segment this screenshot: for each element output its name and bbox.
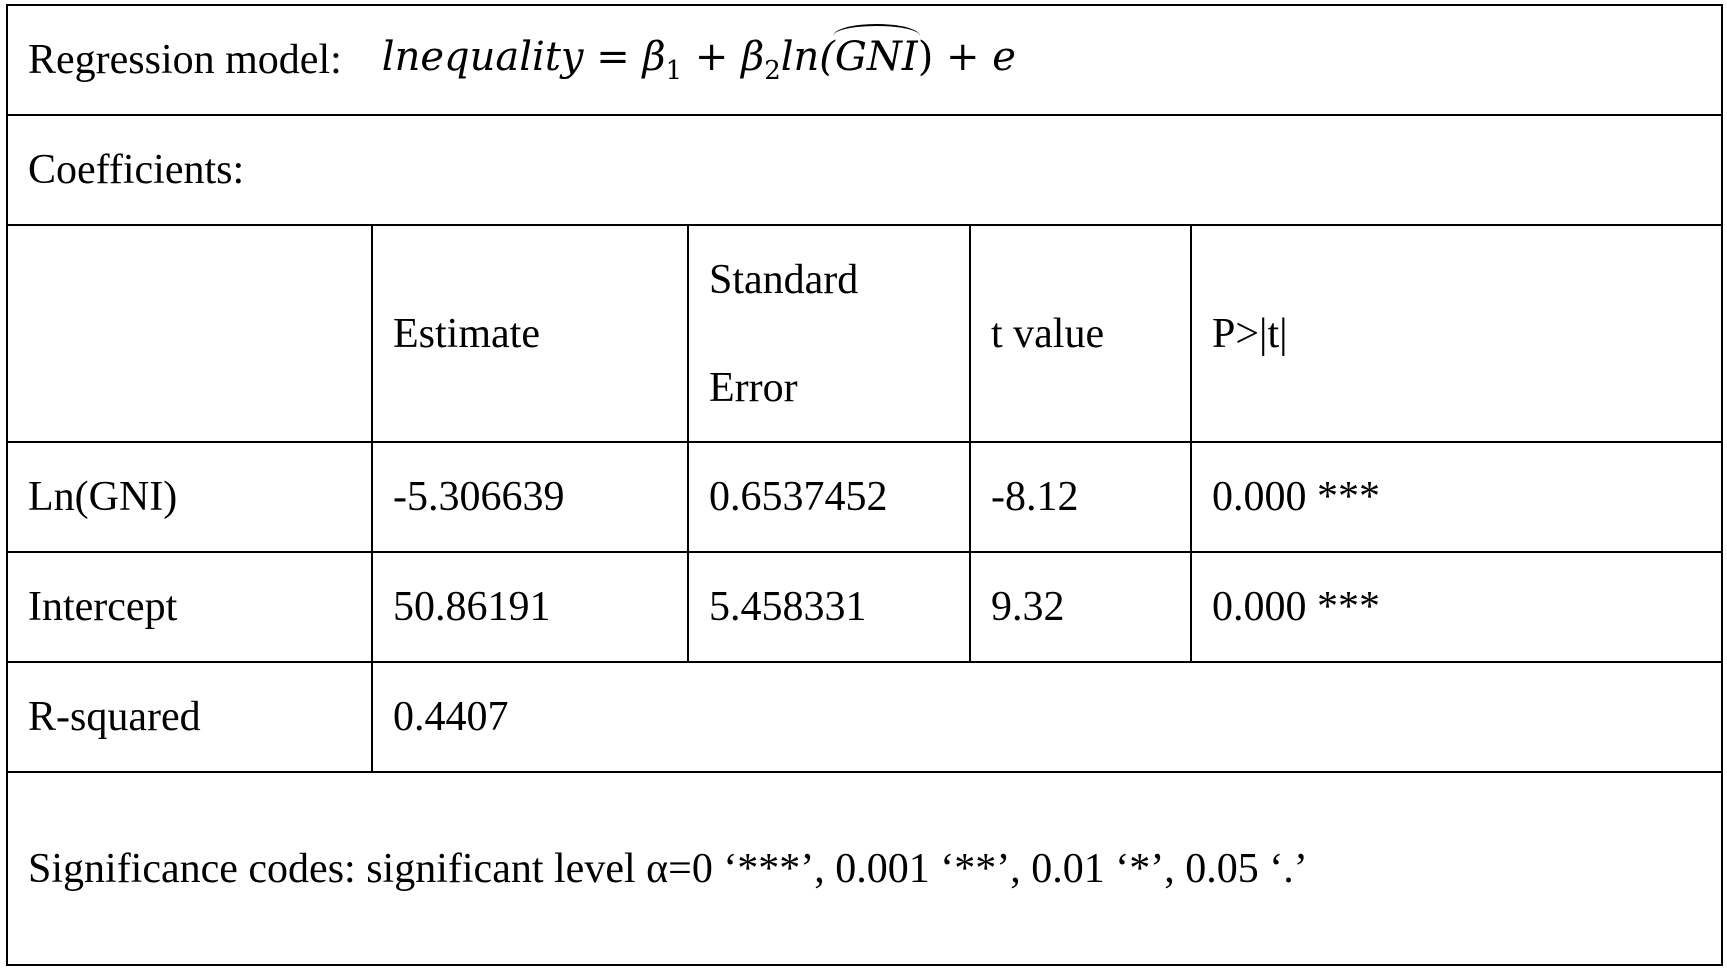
equation-error: e [992,34,1016,80]
equation-beta1-sub: 1 [665,56,683,86]
equation-plus1: + [694,34,729,80]
row-t-value: -8.12 [971,443,1192,551]
r-squared-row: R-squared 0.4407 [8,663,1721,773]
row-estimate: 50.86191 [373,553,689,661]
header-row: Estimate Standard Error t value P>|t| [8,226,1721,443]
model-label: Regression model: [28,37,342,83]
coefficients-label: Coefficients: [28,147,245,193]
model-equation: lnequality = β1 + β2ln(GNI) + e [381,24,1016,86]
row-name: Intercept [8,553,373,661]
row-p-value: 0.000 *** [1212,474,1380,520]
header-std-error-line2: Error [709,364,798,411]
row-p-value: 0.000 *** [1212,584,1380,630]
equation-ln: ln( [780,34,835,80]
header-p-value: P>|t| [1212,310,1288,357]
equation-equals: = [596,34,630,80]
equation-beta2: β [741,34,765,80]
header-std-error-line1: Standard [709,256,859,303]
equation-beta2-sub: 2 [764,56,781,86]
equation-beta1: β [642,34,666,80]
row-t-value: 9.32 [971,553,1192,661]
regression-table: Regression model: lnequality = β1 + β2ln… [6,4,1723,966]
row-std-error: 0.6537452 [689,443,971,551]
header-std-error: Standard Error [689,226,971,441]
r-squared-label: R-squared [8,663,373,771]
row-name: Ln(GNI) [8,443,373,551]
row-estimate: -5.306639 [373,443,689,551]
significance-row: Significance codes: significant level α=… [8,773,1721,964]
significance-codes: Significance codes: significant level α=… [28,845,1308,892]
equation-lhs: lnequality [381,34,584,80]
header-blank [8,226,373,441]
equation-close-paren: ) [917,34,934,80]
model-row: Regression model: lnequality = β1 + β2ln… [8,6,1721,116]
table-row: Intercept 50.86191 5.458331 9.32 0.000 *… [8,553,1721,663]
row-std-error: 5.458331 [689,553,971,661]
equation-gni-hat: GNI [832,24,920,80]
header-t-value: t value [971,226,1192,441]
header-estimate: Estimate [373,226,689,441]
equation-plus2: + [946,34,980,80]
model-cell: Regression model: lnequality = β1 + β2ln… [8,6,1721,114]
r-squared-value: 0.4407 [393,694,509,740]
coefficients-row: Coefficients: [8,116,1721,226]
table-row: Ln(GNI) -5.306639 0.6537452 -8.12 0.000 … [8,443,1721,553]
